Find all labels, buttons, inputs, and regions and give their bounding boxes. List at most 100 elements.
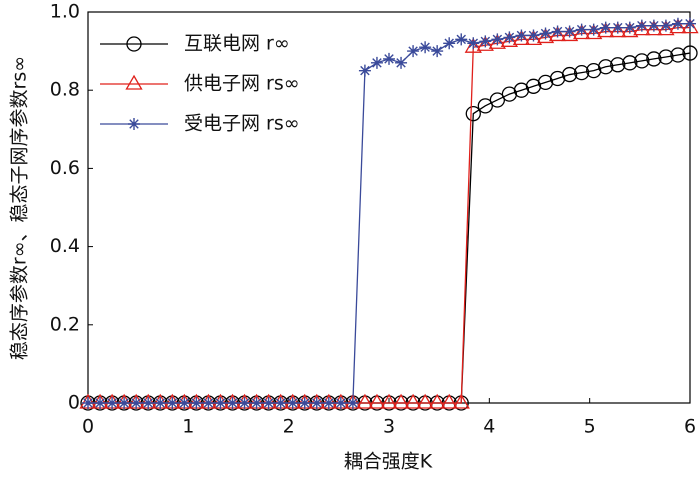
- marker: [106, 397, 119, 409]
- marker: [634, 53, 650, 69]
- marker: [464, 37, 482, 53]
- series-line: [88, 52, 691, 404]
- marker: [645, 20, 663, 36]
- marker: [419, 41, 432, 54]
- marker: [392, 393, 410, 409]
- marker: [622, 55, 638, 71]
- marker: [587, 23, 600, 36]
- marker: [310, 397, 323, 409]
- y-tick-label: 1.0: [50, 1, 80, 23]
- marker: [658, 49, 674, 65]
- marker: [274, 397, 287, 409]
- y-tick-label: 0.2: [50, 313, 80, 335]
- marker: [548, 26, 567, 42]
- marker: [346, 397, 359, 409]
- marker: [178, 397, 191, 409]
- marker: [669, 18, 687, 34]
- x-tick-label: 2: [283, 416, 295, 438]
- marker: [154, 397, 167, 409]
- marker: [238, 397, 251, 409]
- marker: [682, 45, 698, 61]
- marker: [536, 28, 555, 44]
- marker: [479, 35, 492, 48]
- marker: [560, 26, 579, 42]
- marker: [383, 52, 395, 65]
- marker: [500, 32, 519, 47]
- series-line: [88, 26, 690, 404]
- marker: [130, 397, 143, 409]
- marker: [431, 45, 444, 58]
- marker: [443, 37, 456, 50]
- marker: [646, 51, 662, 67]
- marker: [214, 397, 227, 409]
- y-tick-label: 0: [68, 392, 80, 414]
- marker: [166, 397, 179, 409]
- marker: [575, 23, 588, 36]
- x-tick-label: 0: [82, 416, 94, 438]
- x-tick-label: 3: [383, 416, 395, 438]
- marker: [539, 27, 552, 40]
- legend-marker: [126, 36, 142, 52]
- marker: [452, 393, 470, 409]
- marker: [298, 397, 311, 409]
- marker: [598, 59, 614, 75]
- marker: [684, 17, 696, 30]
- marker: [551, 25, 564, 38]
- marker: [358, 64, 371, 77]
- marker: [250, 397, 263, 409]
- marker: [635, 19, 648, 32]
- marker: [356, 393, 374, 409]
- marker: [659, 19, 672, 32]
- marker: [94, 397, 107, 409]
- marker: [671, 17, 684, 30]
- marker: [599, 21, 612, 34]
- marker: [585, 24, 603, 40]
- marker: [611, 21, 624, 34]
- legend-marker: [125, 74, 143, 90]
- marker: [404, 393, 422, 409]
- marker: [380, 393, 398, 409]
- marker: [657, 20, 675, 36]
- marker: [573, 24, 591, 40]
- marker: [286, 397, 299, 409]
- marker: [633, 20, 651, 36]
- marker: [118, 397, 131, 409]
- marker: [621, 22, 639, 38]
- marker: [370, 56, 383, 69]
- x-tick-label: 5: [584, 416, 596, 438]
- x-axis-label: 耦合强度K: [344, 451, 433, 473]
- legend-label: 供电子网 rs∞: [184, 73, 300, 95]
- marker: [561, 66, 578, 83]
- marker: [477, 98, 493, 114]
- marker: [262, 397, 275, 409]
- marker: [489, 92, 506, 108]
- marker: [416, 393, 434, 409]
- marker: [512, 30, 531, 46]
- legend-label: 受电子网 rs∞: [184, 113, 300, 135]
- marker: [395, 56, 408, 69]
- marker: [428, 393, 446, 409]
- y-tick-label: 0.4: [50, 235, 80, 257]
- y-tick-label: 0.8: [50, 79, 80, 101]
- x-tick-label: 1: [182, 416, 194, 438]
- marker: [610, 57, 626, 73]
- y-tick-label: 0.6: [50, 157, 80, 179]
- marker: [455, 33, 468, 46]
- x-tick-label: 6: [684, 416, 696, 438]
- marker: [368, 393, 386, 409]
- marker: [524, 30, 543, 46]
- marker: [681, 18, 699, 34]
- marker: [488, 33, 506, 49]
- marker: [407, 45, 420, 58]
- series-line: [88, 23, 690, 404]
- x-tick-label: 4: [483, 416, 495, 438]
- marker: [647, 19, 660, 32]
- legend-marker: [128, 118, 140, 130]
- marker: [440, 393, 458, 409]
- marker: [503, 31, 516, 44]
- marker: [322, 397, 335, 409]
- marker: [465, 106, 481, 122]
- marker: [226, 397, 239, 409]
- marker: [82, 397, 94, 409]
